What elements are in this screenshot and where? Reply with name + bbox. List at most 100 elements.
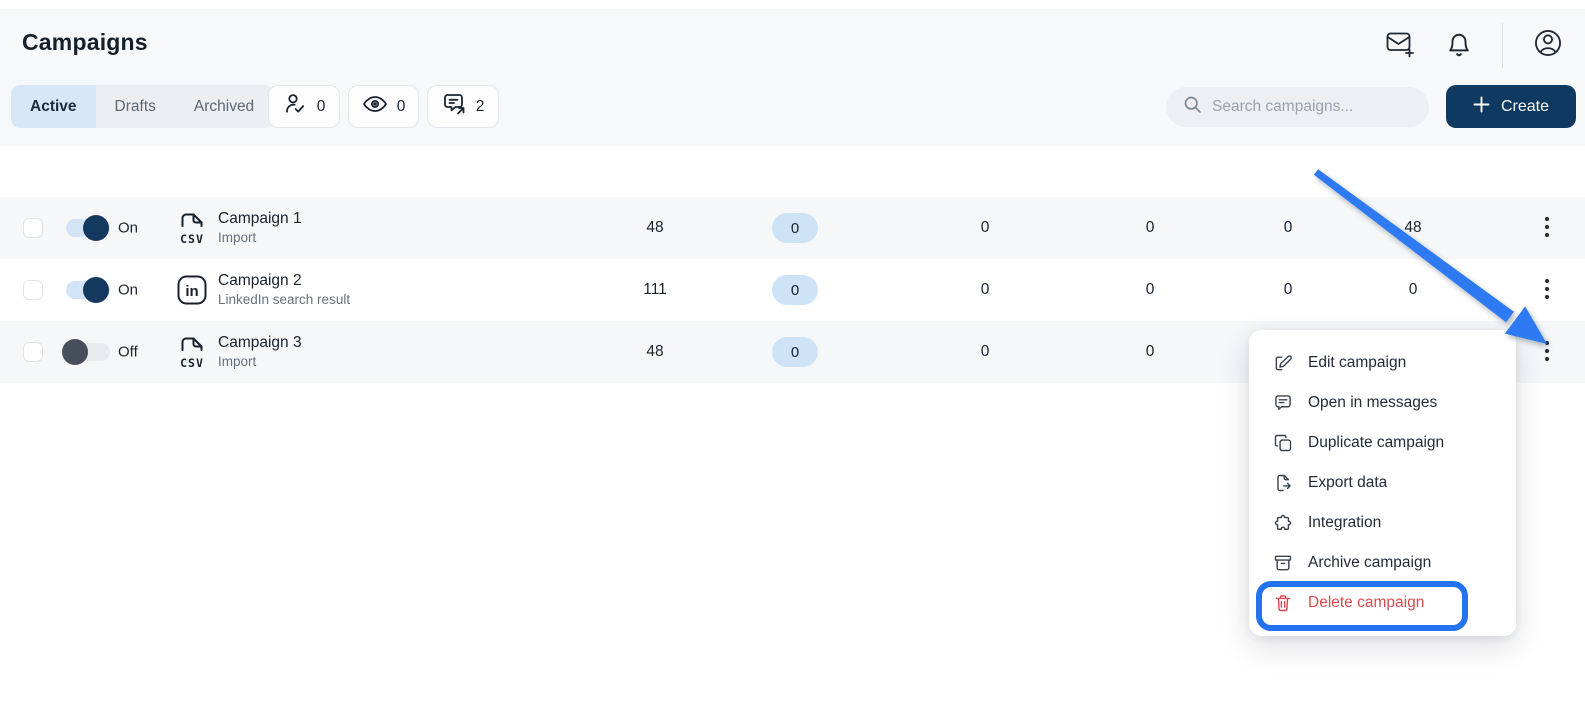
toggle-state-label: On	[118, 219, 139, 237]
replies-counter[interactable]: 2	[427, 85, 499, 128]
campaign-toggle[interactable]	[66, 277, 110, 303]
toggle-knob	[83, 277, 109, 303]
connections-count: 0	[316, 97, 326, 115]
tab-active[interactable]: Active	[11, 85, 96, 128]
campaign-name-block: Campaign 1 Import	[218, 209, 302, 247]
views-count: 0	[396, 97, 406, 115]
menu-item-duplicate-campaign[interactable]: Duplicate campaign	[1249, 423, 1516, 463]
plus-icon	[1473, 96, 1490, 118]
search-box	[1166, 87, 1429, 127]
archive-icon	[1273, 553, 1293, 573]
edit-icon	[1273, 353, 1293, 373]
row-checkbox[interactable]	[23, 342, 43, 362]
header-divider	[1502, 23, 1503, 68]
row-checkbox[interactable]	[23, 218, 43, 238]
status-tabs: Active Drafts Archived	[11, 85, 274, 128]
export-icon	[1273, 473, 1293, 493]
menu-item-delete-campaign[interactable]: Delete campaign	[1249, 583, 1516, 623]
trash-icon	[1273, 593, 1293, 613]
stat-badge: 0	[772, 275, 818, 305]
menu-item-label: Duplicate campaign	[1308, 434, 1445, 451]
linkedin-icon: in	[176, 272, 208, 308]
stat-value: 0	[1408, 281, 1418, 298]
toggle-state-label: Off	[118, 343, 138, 361]
row-menu-button[interactable]	[1532, 273, 1562, 307]
kebab-icon	[1544, 277, 1550, 304]
stat-value: 111	[643, 281, 667, 298]
toggle-knob	[83, 215, 109, 241]
campaign-source: LinkedIn search result	[218, 292, 351, 307]
mail-plus-icon	[1385, 30, 1415, 61]
menu-item-export-data[interactable]: Export data	[1249, 463, 1516, 503]
kebab-icon	[1544, 215, 1550, 242]
kebab-icon	[1544, 339, 1550, 366]
stat-value: 48	[1404, 219, 1422, 236]
stat-value: 0	[980, 343, 990, 360]
replies-count: 2	[475, 97, 485, 115]
campaign-name: Campaign 3	[218, 334, 302, 351]
menu-item-integration[interactable]: Integration	[1249, 503, 1516, 543]
stat-value: 0	[980, 219, 990, 236]
tab-drafts[interactable]: Drafts	[95, 85, 175, 128]
campaign-source: Import	[218, 230, 257, 245]
menu-item-label: Delete campaign	[1308, 594, 1425, 611]
connections-counter[interactable]: 0	[268, 85, 340, 128]
person-check-icon	[283, 92, 308, 121]
menu-item-label: Edit campaign	[1308, 354, 1407, 371]
stat-value: 0	[980, 281, 990, 298]
menu-item-label: Open in messages	[1308, 394, 1438, 411]
row-menu-button[interactable]	[1532, 211, 1562, 245]
stat-badge: 0	[772, 213, 818, 243]
stat-value: 48	[646, 219, 664, 236]
tab-archived[interactable]: Archived	[174, 85, 274, 128]
svg-text:CSV: CSV	[180, 232, 204, 246]
csv-file-icon: CSV	[176, 334, 208, 370]
mail-plus-button[interactable]	[1383, 28, 1417, 62]
search-input[interactable]	[1212, 98, 1412, 116]
menu-item-label: Export data	[1308, 474, 1388, 491]
campaign-name-block: Campaign 3 Import	[218, 333, 302, 371]
svg-text:in: in	[185, 283, 198, 300]
campaign-toggle[interactable]	[66, 215, 110, 241]
account-button[interactable]	[1531, 27, 1565, 61]
notifications-button[interactable]	[1442, 29, 1476, 63]
campaign-name-block: Campaign 2 LinkedIn search result	[218, 271, 350, 309]
svg-text:CSV: CSV	[180, 356, 204, 370]
message-share-icon	[442, 92, 467, 121]
stat-value: 0	[1145, 219, 1155, 236]
table-row[interactable]: On in Campaign 2 LinkedIn search result …	[0, 259, 1585, 321]
stat-value: 48	[646, 343, 664, 360]
row-menu-button[interactable]	[1532, 335, 1562, 369]
row-checkbox[interactable]	[23, 280, 43, 300]
duplicate-icon	[1273, 433, 1293, 453]
table-row[interactable]: On CSV Campaign 1 Import 48 0 0 0 0 48	[0, 197, 1585, 259]
views-counter[interactable]: 0	[348, 85, 419, 128]
search-icon	[1183, 95, 1202, 119]
stat-value: 0	[1283, 281, 1293, 298]
stat-value: 0	[1145, 281, 1155, 298]
campaign-source: Import	[218, 354, 257, 369]
bell-icon	[1446, 31, 1472, 62]
menu-item-open-in-messages[interactable]: Open in messages	[1249, 383, 1516, 423]
toggle-knob	[62, 339, 88, 365]
row-context-menu: Edit campaign Open in messages Duplicate…	[1249, 330, 1516, 636]
create-button[interactable]: Create	[1446, 85, 1576, 128]
stat-badge: 0	[772, 337, 818, 367]
campaign-toggle[interactable]	[62, 339, 110, 365]
menu-item-label: Integration	[1308, 514, 1382, 531]
eye-icon	[362, 94, 388, 119]
stat-value: 0	[1145, 343, 1155, 360]
menu-item-edit-campaign[interactable]: Edit campaign	[1249, 343, 1516, 383]
csv-file-icon: CSV	[176, 210, 208, 246]
page-title: Campaigns	[22, 29, 148, 55]
puzzle-icon	[1273, 513, 1293, 533]
campaign-name: Campaign 1	[218, 210, 302, 227]
menu-item-archive-campaign[interactable]: Archive campaign	[1249, 543, 1516, 583]
toggle-state-label: On	[118, 281, 139, 299]
avatar-icon	[1532, 27, 1564, 62]
message-icon	[1273, 393, 1293, 413]
menu-item-label: Archive campaign	[1308, 554, 1432, 571]
campaign-name: Campaign 2	[218, 272, 302, 289]
stat-value: 0	[1283, 219, 1293, 236]
